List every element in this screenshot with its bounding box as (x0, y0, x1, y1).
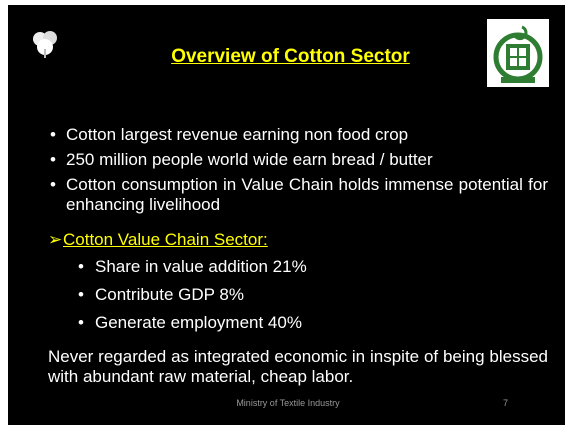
subheading: Cotton Value Chain Sector: (63, 230, 268, 249)
bullet-dot: • (78, 285, 84, 304)
sub-bullet-text: Contribute GDP 8% (95, 285, 244, 304)
bullet-text: 250 million people world wide earn bread… (66, 150, 433, 169)
bullet-dot: • (50, 125, 56, 144)
sub-bullet-text: Generate employment 40% (95, 313, 302, 332)
sub-bullet-text: Share in value addition 21% (95, 257, 307, 276)
bullet-text: Cotton largest revenue earning non food … (66, 125, 409, 144)
cotton-icon (33, 31, 57, 58)
slide: Overview of Cotton Sector • Cotton large… (8, 5, 565, 425)
bullet-dot: • (78, 257, 84, 276)
bullet-dot: • (50, 175, 56, 194)
bullet-dot: • (78, 313, 84, 332)
paragraph: Never regarded as integrated economic in… (48, 347, 548, 386)
bullet-text: Cotton consumption in Value Chain holds … (66, 175, 548, 214)
arrow-bullet: ➢ (48, 230, 63, 249)
emblem (487, 19, 549, 87)
bullet-dot: • (50, 150, 56, 169)
footer-text: Ministry of Textile Industry (236, 398, 340, 408)
page-number: 7 (503, 398, 509, 408)
slide-title: Overview of Cotton Sector (171, 46, 410, 67)
